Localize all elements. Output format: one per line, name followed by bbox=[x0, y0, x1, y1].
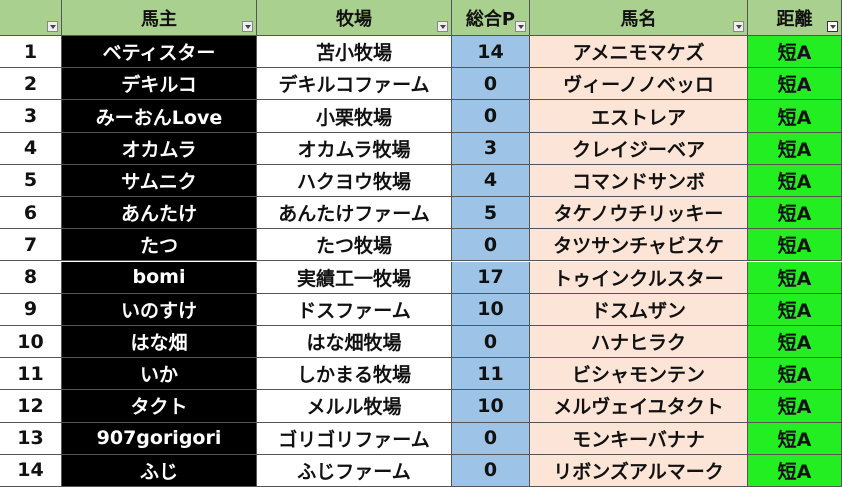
distance: 短A bbox=[748, 164, 842, 198]
total-points: 0 bbox=[452, 100, 530, 133]
owner: たつ bbox=[62, 229, 257, 262]
total-points: 0 bbox=[452, 68, 530, 101]
row-number: 9 bbox=[0, 293, 62, 326]
row-number: 14 bbox=[0, 454, 62, 487]
horse-name: リボンズアルマーク bbox=[530, 454, 748, 487]
row-number: 3 bbox=[0, 100, 62, 133]
filter-button[interactable] bbox=[437, 21, 448, 32]
total-points: 10 bbox=[452, 293, 530, 326]
ranch: オカムラ牧場 bbox=[257, 132, 452, 165]
horse-name: アメニモマケズ bbox=[530, 36, 748, 69]
row-number: 8 bbox=[0, 261, 62, 294]
total-points: 3 bbox=[452, 132, 530, 165]
horse-name: クレイジーベア bbox=[530, 132, 748, 165]
horse-name: ドスムザン bbox=[530, 293, 748, 326]
total-points: 10 bbox=[452, 390, 530, 423]
horse-name: ビシャモンテン bbox=[530, 358, 748, 391]
row-number: 12 bbox=[0, 390, 62, 423]
distance: 短A bbox=[748, 390, 842, 423]
distance: 短A bbox=[748, 229, 842, 262]
total-points: 11 bbox=[452, 358, 530, 391]
distance: 短A bbox=[748, 261, 842, 294]
horse-name: トゥインクルスター bbox=[530, 261, 748, 294]
ranch: はな畑牧場 bbox=[257, 325, 452, 359]
header-cell: 総合P bbox=[452, 0, 530, 36]
distance: 短A bbox=[748, 293, 842, 326]
owner: ベティスター bbox=[62, 36, 257, 69]
distance: 短A bbox=[748, 422, 842, 455]
distance: 短A bbox=[748, 36, 842, 69]
header-cell: 距離 bbox=[748, 0, 842, 36]
distance: 短A bbox=[748, 454, 842, 487]
owner: はな畑 bbox=[62, 325, 257, 359]
row-number: 7 bbox=[0, 229, 62, 262]
horse-name: タツサンチャビスケ bbox=[530, 229, 748, 262]
ranch: あんたけファーム bbox=[257, 197, 452, 230]
owner: タクト bbox=[62, 390, 257, 423]
ranch: しかまる牧場 bbox=[257, 358, 452, 391]
owner: あんたけ bbox=[62, 197, 257, 230]
total-points: 4 bbox=[452, 164, 530, 198]
ranch: ハクヨウ牧場 bbox=[257, 164, 452, 198]
header-cell: 馬主 bbox=[62, 0, 257, 36]
owner: いのすけ bbox=[62, 293, 257, 326]
owner: 907gorigori bbox=[62, 422, 257, 455]
ranch: メルル牧場 bbox=[257, 390, 452, 423]
distance: 短A bbox=[748, 325, 842, 359]
filter-button[interactable] bbox=[242, 21, 253, 32]
filter-button[interactable] bbox=[733, 21, 744, 32]
ranch: ゴリゴリファーム bbox=[257, 422, 452, 455]
horse-name: モンキーバナナ bbox=[530, 422, 748, 455]
distance: 短A bbox=[748, 100, 842, 133]
row-number: 2 bbox=[0, 68, 62, 101]
ranch: たつ牧場 bbox=[257, 229, 452, 262]
distance: 短A bbox=[748, 132, 842, 165]
owner: bomi bbox=[62, 261, 257, 294]
row-number: 4 bbox=[0, 132, 62, 165]
total-points: 5 bbox=[452, 197, 530, 230]
header-cell bbox=[0, 0, 62, 36]
row-number: 6 bbox=[0, 197, 62, 230]
ranch: デキルコファーム bbox=[257, 68, 452, 101]
distance: 短A bbox=[748, 68, 842, 101]
horse-name: ハナヒラク bbox=[530, 325, 748, 359]
row-number: 13 bbox=[0, 422, 62, 455]
distance: 短A bbox=[748, 197, 842, 230]
header-cell: 牧場 bbox=[257, 0, 452, 36]
filter-button[interactable] bbox=[515, 21, 526, 32]
row-number: 10 bbox=[0, 325, 62, 359]
ranch: ふじファーム bbox=[257, 454, 452, 487]
owner: オカムラ bbox=[62, 132, 257, 165]
horse-name: メルヴェイユタクト bbox=[530, 390, 748, 423]
owner: いか bbox=[62, 358, 257, 391]
ranch: 実績工一牧場 bbox=[257, 261, 452, 294]
filter-button[interactable] bbox=[47, 21, 58, 32]
total-points: 0 bbox=[452, 422, 530, 455]
row-number: 11 bbox=[0, 358, 62, 391]
horse-name: コマンドサンボ bbox=[530, 164, 748, 198]
horse-name: タケノウチリッキー bbox=[530, 197, 748, 230]
header-cell: 馬名 bbox=[530, 0, 748, 36]
total-points: 0 bbox=[452, 229, 530, 262]
total-points: 17 bbox=[452, 261, 530, 294]
ranch: 小栗牧場 bbox=[257, 100, 452, 133]
ranch: ドスファーム bbox=[257, 293, 452, 326]
total-points: 0 bbox=[452, 454, 530, 487]
total-points: 14 bbox=[452, 36, 530, 69]
horse-name: エストレア bbox=[530, 100, 748, 133]
owner: デキルコ bbox=[62, 68, 257, 101]
row-number: 5 bbox=[0, 164, 62, 198]
owner: サムニク bbox=[62, 164, 257, 198]
row-number: 1 bbox=[0, 36, 62, 69]
total-points: 0 bbox=[452, 325, 530, 359]
owner: みーおんLove bbox=[62, 100, 257, 133]
horse-name: ヴィーノノベッロ bbox=[530, 68, 748, 101]
distance: 短A bbox=[748, 358, 842, 391]
ranch: 苫小牧場 bbox=[257, 36, 452, 69]
owner: ふじ bbox=[62, 454, 257, 487]
filter-button[interactable] bbox=[827, 21, 838, 32]
